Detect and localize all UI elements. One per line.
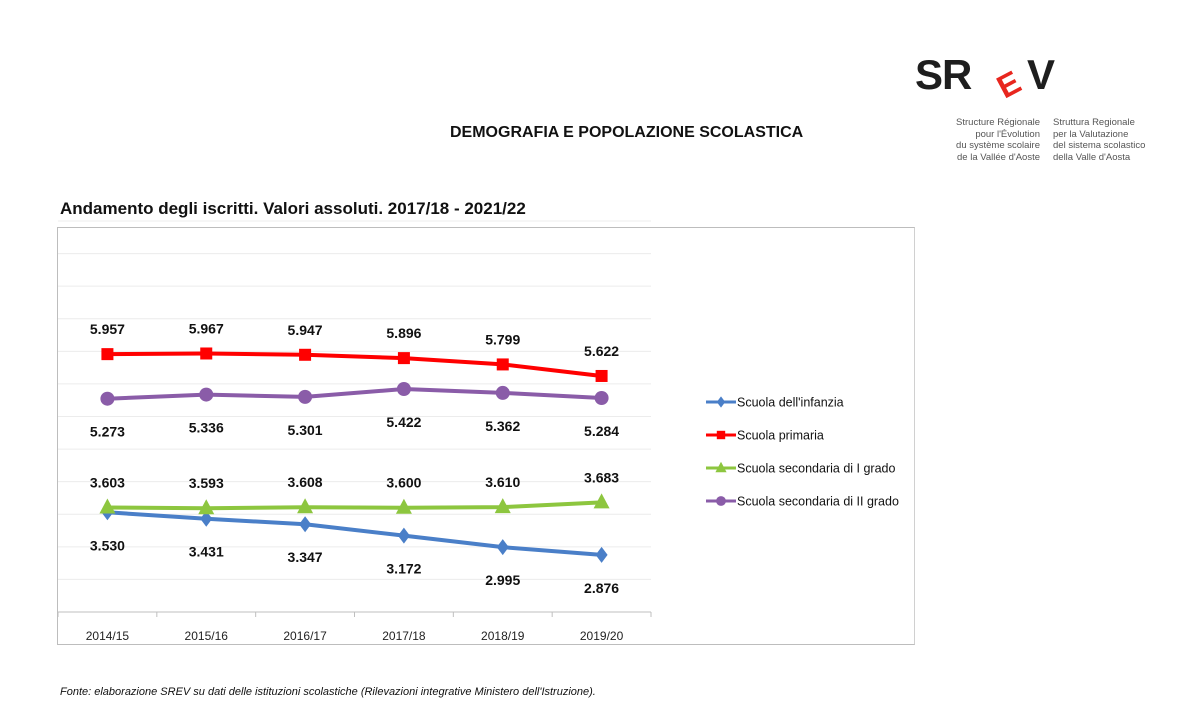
data-label: 3.608 bbox=[288, 474, 323, 490]
data-label: 5.301 bbox=[288, 422, 323, 438]
legend-label: Scuola dell'infanzia bbox=[737, 396, 844, 410]
x-tick-label: 2015/16 bbox=[185, 629, 229, 643]
square-marker bbox=[716, 430, 726, 440]
data-label: 3.431 bbox=[189, 544, 224, 560]
triangle-marker bbox=[297, 498, 314, 514]
data-label: 5.622 bbox=[584, 343, 619, 359]
data-label: 5.957 bbox=[90, 321, 125, 337]
data-label: 2.876 bbox=[584, 580, 619, 596]
diamond-marker bbox=[200, 510, 213, 527]
triangle-marker bbox=[494, 498, 511, 514]
logo-it-line: della Valle d'Aosta bbox=[1053, 151, 1131, 163]
triangle-marker bbox=[198, 499, 215, 515]
data-label: 3.172 bbox=[386, 561, 421, 577]
logo-it-line: Struttura Regionale bbox=[1053, 117, 1135, 128]
logo-subtitle-fr: Structure Régionale pour l'Évolution du … bbox=[930, 117, 1040, 163]
logo-fr-line: pour l'Évolution bbox=[975, 128, 1040, 140]
x-tick-label: 2019/20 bbox=[580, 629, 624, 643]
data-label: 5.273 bbox=[90, 424, 125, 440]
chart-title: Andamento degli iscritti. Valori assolut… bbox=[60, 199, 526, 218]
x-tick-label: 2017/18 bbox=[382, 629, 426, 643]
logo-fr-line: de la Vallée d'Aoste bbox=[957, 151, 1040, 163]
circle-marker bbox=[594, 390, 609, 405]
circle-marker bbox=[199, 387, 214, 402]
square-marker bbox=[595, 369, 608, 382]
data-label: 5.967 bbox=[189, 320, 224, 336]
data-label: 3.600 bbox=[386, 475, 421, 491]
legend-label: Scuola primaria bbox=[737, 429, 824, 443]
diamond-marker bbox=[716, 396, 726, 408]
srev-logo-mark: SR E V bbox=[915, 51, 1055, 105]
triangle-marker bbox=[99, 498, 116, 514]
source-footnote: Fonte: elaborazione SREV su dati delle i… bbox=[60, 686, 596, 698]
diamond-marker bbox=[397, 527, 410, 544]
triangle-marker bbox=[395, 498, 412, 514]
logo-it-line: del sistema scolastico bbox=[1053, 140, 1146, 151]
logo-fr-line: Structure Régionale bbox=[956, 117, 1040, 128]
diamond-marker bbox=[496, 539, 509, 556]
data-label: 5.799 bbox=[485, 331, 520, 347]
srev-logo: SR E V bbox=[915, 51, 1075, 110]
data-label: 3.683 bbox=[584, 469, 619, 485]
series-line bbox=[107, 510, 602, 557]
x-tick-label: 2016/17 bbox=[283, 629, 327, 643]
data-label: 5.362 bbox=[485, 418, 520, 434]
circle-marker bbox=[298, 389, 313, 404]
diamond-marker bbox=[595, 546, 608, 563]
data-label: 5.947 bbox=[288, 322, 323, 338]
svg-text:V: V bbox=[1027, 55, 1055, 98]
square-marker bbox=[200, 347, 213, 360]
data-label: 3.347 bbox=[288, 549, 323, 565]
logo-it-line: per la Valutazione bbox=[1053, 128, 1129, 140]
circle-marker bbox=[495, 385, 510, 400]
logo-subtitle-it: Struttura Regionale per la Valutazione d… bbox=[1053, 117, 1173, 163]
x-tick-label: 2014/15 bbox=[86, 629, 130, 643]
series-line bbox=[107, 500, 602, 511]
data-label: 5.284 bbox=[584, 423, 619, 439]
data-label: 5.422 bbox=[386, 414, 421, 430]
triangle-marker bbox=[715, 461, 727, 473]
square-marker bbox=[101, 348, 114, 361]
circle-marker bbox=[396, 381, 411, 396]
legend-label: Scuola secondaria di I grado bbox=[737, 462, 895, 476]
square-marker bbox=[299, 348, 312, 361]
square-marker bbox=[496, 358, 509, 371]
data-label: 3.610 bbox=[485, 474, 520, 490]
data-label: 3.530 bbox=[90, 537, 125, 553]
data-label: 5.896 bbox=[386, 325, 421, 341]
data-label: 3.593 bbox=[189, 475, 224, 491]
triangle-marker bbox=[593, 493, 610, 509]
chart-frame bbox=[57, 227, 915, 645]
data-label: 5.336 bbox=[189, 420, 224, 436]
square-marker bbox=[397, 352, 410, 365]
diamond-marker bbox=[299, 516, 312, 533]
x-tick-label: 2018/19 bbox=[481, 629, 525, 643]
data-label: 3.603 bbox=[90, 475, 125, 491]
logo-fr-line: du système scolaire bbox=[956, 140, 1040, 151]
legend-label: Scuola secondaria di II grado bbox=[737, 495, 899, 509]
circle-marker bbox=[716, 496, 726, 506]
circle-marker bbox=[100, 391, 115, 406]
data-label: 2.995 bbox=[485, 572, 520, 588]
page-title: DEMOGRAFIA E POPOLAZIONE SCOLASTICA bbox=[450, 124, 804, 141]
svg-text:SR: SR bbox=[915, 55, 972, 98]
series-line bbox=[107, 386, 602, 401]
series-line bbox=[107, 351, 602, 378]
